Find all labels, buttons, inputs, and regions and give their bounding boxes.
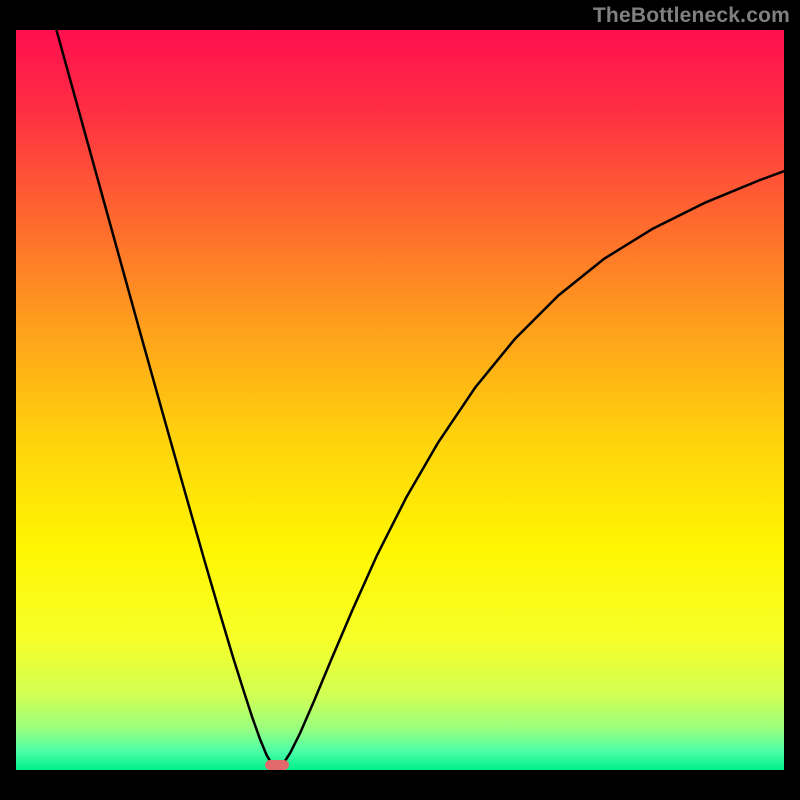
gradient-fill bbox=[16, 30, 784, 770]
watermark-text: TheBottleneck.com bbox=[593, 4, 790, 28]
plot-outer-frame bbox=[16, 30, 784, 784]
plot-area bbox=[16, 30, 784, 770]
gradient-and-curve-svg bbox=[16, 30, 784, 770]
vertex-marker bbox=[265, 760, 289, 770]
chart-stage: TheBottleneck.com bbox=[0, 0, 800, 800]
